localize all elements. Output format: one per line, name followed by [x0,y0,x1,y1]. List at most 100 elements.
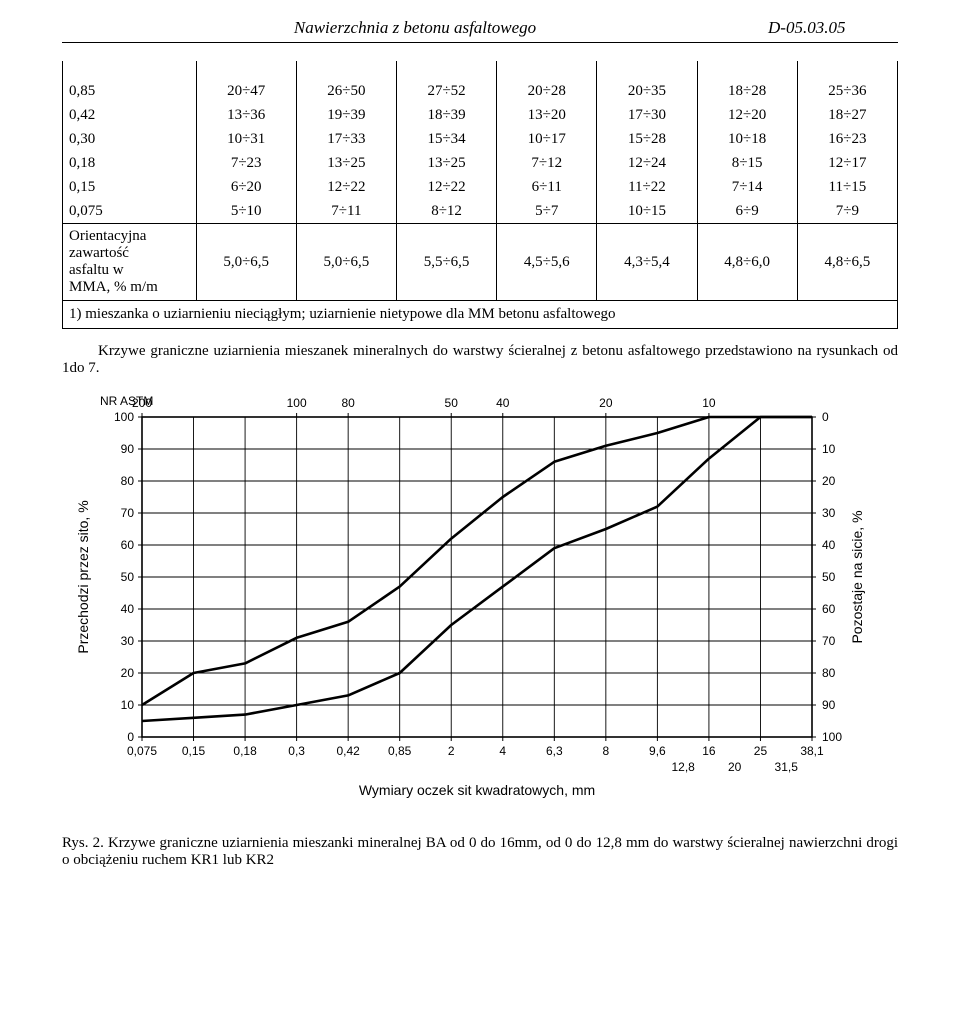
svg-text:100: 100 [114,410,134,424]
table-cell: 5÷7 [497,199,597,224]
table-cell: 19÷39 [296,103,396,127]
table-row-label: 0,30 [63,127,197,151]
table-cell: 13÷25 [396,151,496,175]
svg-text:50: 50 [822,570,836,584]
svg-text:10: 10 [121,698,135,712]
svg-text:8: 8 [603,744,610,758]
asphalt-cell: 5,0÷6,5 [296,224,396,301]
svg-text:90: 90 [822,698,836,712]
table-cell: 13÷20 [497,103,597,127]
figure-caption-text: Krzywe graniczne uziarnienia mieszanki m… [62,835,898,868]
table-cell: 13÷25 [296,151,396,175]
asphalt-cell: 4,3÷5,4 [597,224,697,301]
svg-text:0,15: 0,15 [182,744,206,758]
svg-text:70: 70 [121,506,135,520]
table-cell: 13÷36 [196,103,296,127]
svg-text:9,6: 9,6 [649,744,666,758]
table-cell: 12÷24 [597,151,697,175]
table-cell: 7÷9 [797,199,897,224]
table-cell: 11÷15 [797,175,897,199]
svg-text:30: 30 [121,634,135,648]
table-cell: 15÷28 [597,127,697,151]
table-cell: 8÷15 [697,151,797,175]
svg-text:60: 60 [822,602,836,616]
figure-caption: Rys. 2. Krzywe graniczne uziarnienia mie… [62,835,898,869]
table-cell: 7÷12 [497,151,597,175]
table-cell: 18÷27 [797,103,897,127]
intro-paragraph-text: Krzywe graniczne uziarnienia mieszanek m… [62,343,898,376]
figure-caption-lead: Rys. 2. [62,835,104,851]
asphalt-cell: 5,0÷6,5 [196,224,296,301]
table-cell: 15÷34 [396,127,496,151]
svg-text:60: 60 [121,538,135,552]
svg-text:90: 90 [121,442,135,456]
svg-text:31,5: 31,5 [775,760,799,774]
table-row-label: 0,15 [63,175,197,199]
svg-text:40: 40 [121,602,135,616]
svg-text:0,85: 0,85 [388,744,412,758]
svg-text:0,075: 0,075 [127,744,157,758]
svg-text:40: 40 [822,538,836,552]
table-cell: 17÷30 [597,103,697,127]
svg-text:25: 25 [754,744,768,758]
table-cell: 6÷9 [697,199,797,224]
svg-text:100: 100 [287,396,307,410]
table-cell: 6÷20 [196,175,296,199]
table-cell: 7÷11 [296,199,396,224]
svg-text:80: 80 [822,666,836,680]
table-footnote: 1) mieszanka o uziarnieniu nieciągłym; u… [63,301,898,329]
table-cell: 17÷33 [296,127,396,151]
header-title: Nawierzchnia z betonu asfaltowego [62,18,768,38]
table-cell: 6÷11 [497,175,597,199]
table-cell: 18÷28 [697,79,797,103]
svg-text:Pozostaje na sicie, %: Pozostaje na sicie, % [849,510,865,643]
svg-text:4: 4 [499,744,506,758]
svg-text:38,1: 38,1 [800,744,824,758]
asphalt-cell: 4,8÷6,0 [697,224,797,301]
table-cell: 7÷14 [697,175,797,199]
svg-text:20: 20 [822,474,836,488]
gradation-chart: 0102030405060708090100100908070605040302… [70,387,890,827]
table-cell: 20÷47 [196,79,296,103]
svg-text:70: 70 [822,634,836,648]
asphalt-label: Orientacyjnazawartośćasfaltu wMMA, % m/m [63,224,197,301]
asphalt-cell: 5,5÷6,5 [396,224,496,301]
svg-text:0: 0 [127,730,134,744]
table-cell: 18÷39 [396,103,496,127]
svg-text:0,18: 0,18 [233,744,257,758]
table-cell: 16÷23 [797,127,897,151]
intro-paragraph: Krzywe graniczne uziarnienia mieszanek m… [62,343,898,377]
svg-text:50: 50 [121,570,135,584]
gradation-table: 0,8520÷4726÷5027÷5220÷2820÷3518÷2825÷360… [62,61,898,329]
table-row-label: 0,42 [63,103,197,127]
table-cell: 12÷20 [697,103,797,127]
svg-text:40: 40 [496,396,510,410]
svg-text:20: 20 [728,760,742,774]
table-row-label: 0,075 [63,199,197,224]
table-cell: 25÷36 [797,79,897,103]
svg-text:20: 20 [121,666,135,680]
svg-text:Wymiary oczek sit kwadratowych: Wymiary oczek sit kwadratowych, mm [359,782,595,798]
table-cell: 10÷17 [497,127,597,151]
table-cell: 12÷22 [396,175,496,199]
table-row-label: 0,85 [63,79,197,103]
asphalt-cell: 4,5÷5,6 [497,224,597,301]
table-cell: 7÷23 [196,151,296,175]
svg-text:10: 10 [822,442,836,456]
table-cell: 8÷12 [396,199,496,224]
table-cell: 11÷22 [597,175,697,199]
table-cell: 12÷22 [296,175,396,199]
svg-text:100: 100 [822,730,842,744]
svg-text:50: 50 [445,396,459,410]
table-row-label: 0,18 [63,151,197,175]
table-cell: 10÷31 [196,127,296,151]
table-cell: 10÷15 [597,199,697,224]
svg-text:10: 10 [702,396,716,410]
table-cell: 5÷10 [196,199,296,224]
svg-text:2: 2 [448,744,455,758]
svg-text:200: 200 [132,396,152,410]
svg-text:Przechodzi przez sito, %: Przechodzi przez sito, % [75,500,91,653]
table-cell: 20÷28 [497,79,597,103]
table-cell: 27÷52 [396,79,496,103]
header-code: D-05.03.05 [768,18,898,38]
